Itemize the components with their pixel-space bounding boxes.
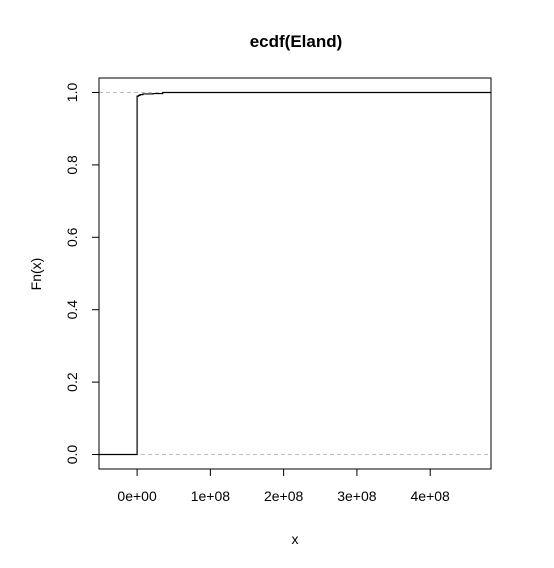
x-tick-label-0: 0e+00 xyxy=(117,488,157,504)
chart-title: ecdf(Eland) xyxy=(250,32,343,51)
ecdf-step-line-0 xyxy=(99,91,491,456)
reference-lines xyxy=(99,91,491,456)
y-tick-label-5: 1.0 xyxy=(64,83,80,103)
y-tick-label-2: 0.4 xyxy=(64,300,80,320)
x-tick-label-4: 4e+08 xyxy=(411,488,451,504)
plot-frame xyxy=(98,77,492,470)
y-tick-label-1: 0.2 xyxy=(64,372,80,392)
y-axis: 0.0 0.2 0.4 0.6 0.8 1.0 xyxy=(64,83,100,465)
y-tick-label-4: 0.8 xyxy=(64,155,80,175)
x-tick-label-3: 3e+08 xyxy=(337,488,377,504)
y-axis-label: Fn(x) xyxy=(28,258,44,291)
x-tick-label-1: 1e+08 xyxy=(191,488,231,504)
ecdf-series xyxy=(99,91,491,456)
y-tick-label-3: 0.6 xyxy=(64,227,80,247)
x-tick-label-2: 2e+08 xyxy=(264,488,304,504)
x-axis: 0e+00 1e+08 2e+08 3e+08 4e+08 xyxy=(117,468,451,504)
y-tick-label-0: 0.0 xyxy=(64,445,80,465)
x-axis-label: x xyxy=(292,531,299,547)
